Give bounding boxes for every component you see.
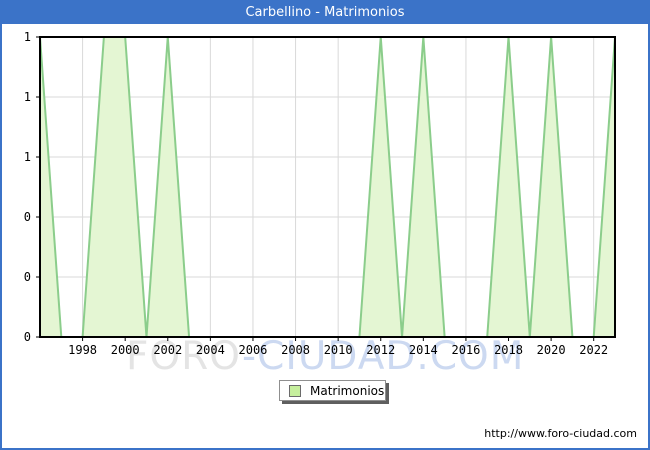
y-axis-label: 1 <box>24 30 31 44</box>
watermark-part1: FORO <box>126 334 243 379</box>
x-axis-label: 2002 <box>153 343 182 357</box>
x-axis-label: 2000 <box>111 343 140 357</box>
x-axis-label: 2008 <box>281 343 310 357</box>
x-axis-label: 2012 <box>366 343 395 357</box>
x-axis-label: 2004 <box>196 343 225 357</box>
chart-title: Carbellino - Matrimonios <box>245 5 405 20</box>
x-axis-label: 2018 <box>494 343 523 357</box>
y-axis-label: 0 <box>24 270 31 284</box>
x-axis-label: 2010 <box>324 343 353 357</box>
legend-box: Matrimonios <box>279 380 386 401</box>
watermark: FORO-CIUDAD.COM <box>126 334 525 379</box>
area-fill <box>40 37 615 337</box>
x-axis-label: 2020 <box>537 343 566 357</box>
legend-swatch-icon <box>289 384 301 397</box>
chart-title-bar: Carbellino - Matrimonios <box>2 2 648 24</box>
y-axis-label: 0 <box>24 330 31 344</box>
y-axis-label: 1 <box>24 90 31 104</box>
x-axis-label: 2022 <box>579 343 608 357</box>
y-axis-label: 0 <box>24 210 31 224</box>
x-axis-label: 2006 <box>239 343 268 357</box>
x-axis-label: 2016 <box>451 343 480 357</box>
plot-border <box>39 36 616 338</box>
x-axis-label: 2014 <box>409 343 438 357</box>
watermark-part2: -CIUDAD.COM <box>242 334 525 379</box>
legend-label: Matrimonios <box>310 383 385 398</box>
x-axis-label: 1998 <box>68 343 97 357</box>
y-axis-label: 1 <box>24 150 31 164</box>
footer-url: http://www.foro-ciudad.com <box>484 427 637 440</box>
